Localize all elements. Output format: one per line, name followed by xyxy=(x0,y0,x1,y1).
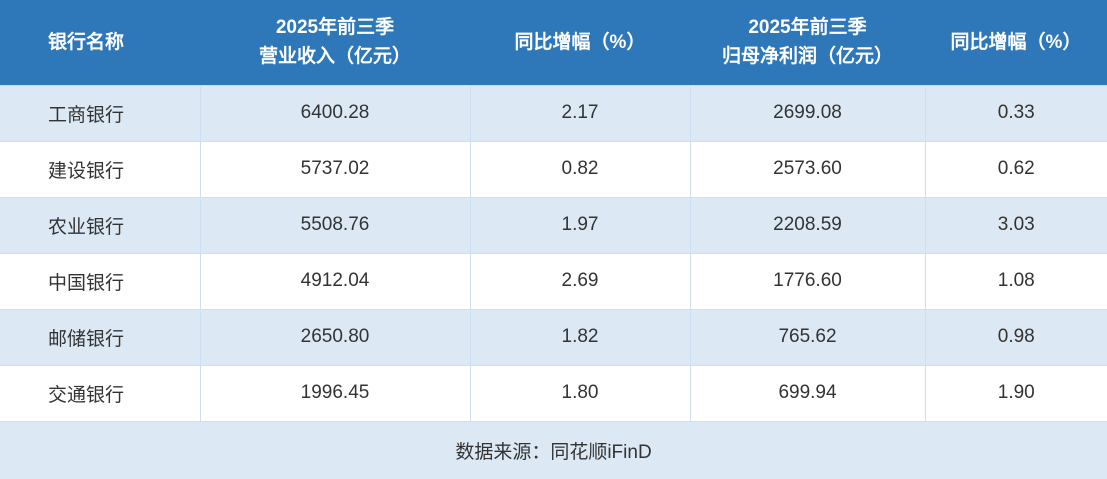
col-header-profit-line1: 2025年前三季 xyxy=(748,16,867,38)
cell-bank-name: 工商银行 xyxy=(0,84,201,142)
cell-revenue: 6400.28 xyxy=(199,84,471,142)
col-header-profit-yoy-label: 同比增幅（%） xyxy=(950,31,1082,53)
col-header-profit-line2: 归母净利润（亿元） xyxy=(721,46,893,68)
cell-revenue: 5737.02 xyxy=(199,140,471,198)
cell-profit-yoy: 3.03 xyxy=(924,196,1107,254)
cell-bank-name: 交通银行 xyxy=(0,364,201,422)
cell-revenue-yoy: 1.97 xyxy=(469,196,691,254)
cell-profit: 1776.60 xyxy=(689,252,926,310)
cell-bank-name: 中国银行 xyxy=(0,252,201,310)
table-row: 中国银行 4912.04 2.69 1776.60 1.08 xyxy=(0,252,1107,310)
cell-revenue: 5508.76 xyxy=(199,196,471,254)
table-header: 银行名称 2025年前三季 营业收入（亿元） 同比增幅（%） 2025年前三季 … xyxy=(0,0,1107,85)
cell-revenue: 2650.80 xyxy=(199,308,471,366)
col-header-revenue-yoy: 同比增幅（%） xyxy=(470,0,690,85)
cell-profit-yoy: 0.33 xyxy=(924,84,1107,142)
cell-profit: 2208.59 xyxy=(689,196,926,254)
cell-bank-name: 农业银行 xyxy=(0,196,201,254)
cell-profit-yoy: 1.08 xyxy=(924,252,1107,310)
cell-bank-name: 邮储银行 xyxy=(0,308,201,366)
col-header-profit: 2025年前三季 归母净利润（亿元） xyxy=(690,0,925,85)
col-header-revenue-yoy-label: 同比增幅（%） xyxy=(514,31,646,53)
col-header-bank-name: 银行名称 xyxy=(0,0,200,85)
col-header-profit-yoy: 同比增幅（%） xyxy=(925,0,1107,85)
table-footer: 数据来源：同花顺iFinD xyxy=(0,421,1107,479)
cell-revenue-yoy: 1.82 xyxy=(469,308,691,366)
col-header-revenue-line2: 营业收入（亿元） xyxy=(258,46,411,68)
cell-revenue-yoy: 2.69 xyxy=(469,252,691,310)
table-row: 农业银行 5508.76 1.97 2208.59 3.03 xyxy=(0,196,1107,254)
header-row: 银行名称 2025年前三季 营业收入（亿元） 同比增幅（%） 2025年前三季 … xyxy=(0,0,1107,85)
cell-profit-yoy: 0.98 xyxy=(924,308,1107,366)
cell-profit-yoy: 1.90 xyxy=(924,364,1107,422)
cell-revenue-yoy: 0.82 xyxy=(469,140,691,198)
table-row: 邮储银行 2650.80 1.82 765.62 0.98 xyxy=(0,308,1107,366)
col-header-bank-name-label: 银行名称 xyxy=(48,31,125,53)
cell-revenue-yoy: 2.17 xyxy=(469,84,691,142)
table-row: 工商银行 6400.28 2.17 2699.08 0.33 xyxy=(0,84,1107,142)
table-row: 交通银行 1996.45 1.80 699.94 1.90 xyxy=(0,364,1107,422)
table-body: 工商银行 6400.28 2.17 2699.08 0.33 建设银行 5737… xyxy=(0,84,1107,422)
col-header-revenue: 2025年前三季 营业收入（亿元） xyxy=(200,0,470,85)
cell-profit: 765.62 xyxy=(689,308,926,366)
cell-profit: 2699.08 xyxy=(689,84,926,142)
cell-profit-yoy: 0.62 xyxy=(924,140,1107,198)
cell-revenue-yoy: 1.80 xyxy=(469,364,691,422)
cell-bank-name: 建设银行 xyxy=(0,140,201,198)
col-header-revenue-line1: 2025年前三季 xyxy=(275,16,395,38)
footer-row: 数据来源：同花顺iFinD xyxy=(0,421,1107,479)
cell-revenue: 1996.45 xyxy=(199,364,471,422)
data-source-note: 数据来源：同花顺iFinD xyxy=(0,421,1107,479)
cell-profit: 699.94 xyxy=(689,364,926,422)
table-row: 建设银行 5737.02 0.82 2573.60 0.62 xyxy=(0,140,1107,198)
cell-profit: 2573.60 xyxy=(689,140,926,198)
cell-revenue: 4912.04 xyxy=(199,252,471,310)
